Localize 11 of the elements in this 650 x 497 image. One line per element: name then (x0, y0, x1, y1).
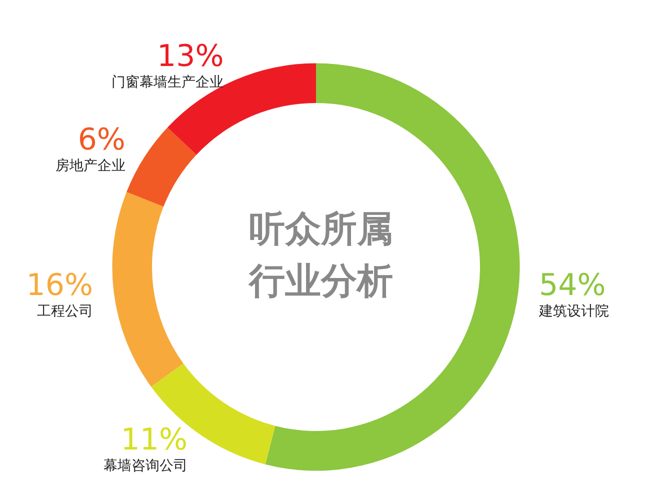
data-label: 16% (26, 268, 93, 304)
slice-label: 幕墙咨询公司 (103, 458, 188, 474)
data-label: 13% (157, 38, 224, 74)
slice-label: 门窗幕墙生产企业 (112, 74, 224, 90)
text: 听众所属行业分析 (248, 208, 393, 302)
slice-label: 建筑设计院 (538, 304, 610, 320)
data-label: 54% (539, 268, 606, 304)
slice-label: 房地产企业 (55, 158, 126, 174)
data-label: 11% (120, 422, 188, 458)
slice-label: 工程公司 (36, 304, 93, 320)
data-label: 6% (78, 122, 126, 158)
